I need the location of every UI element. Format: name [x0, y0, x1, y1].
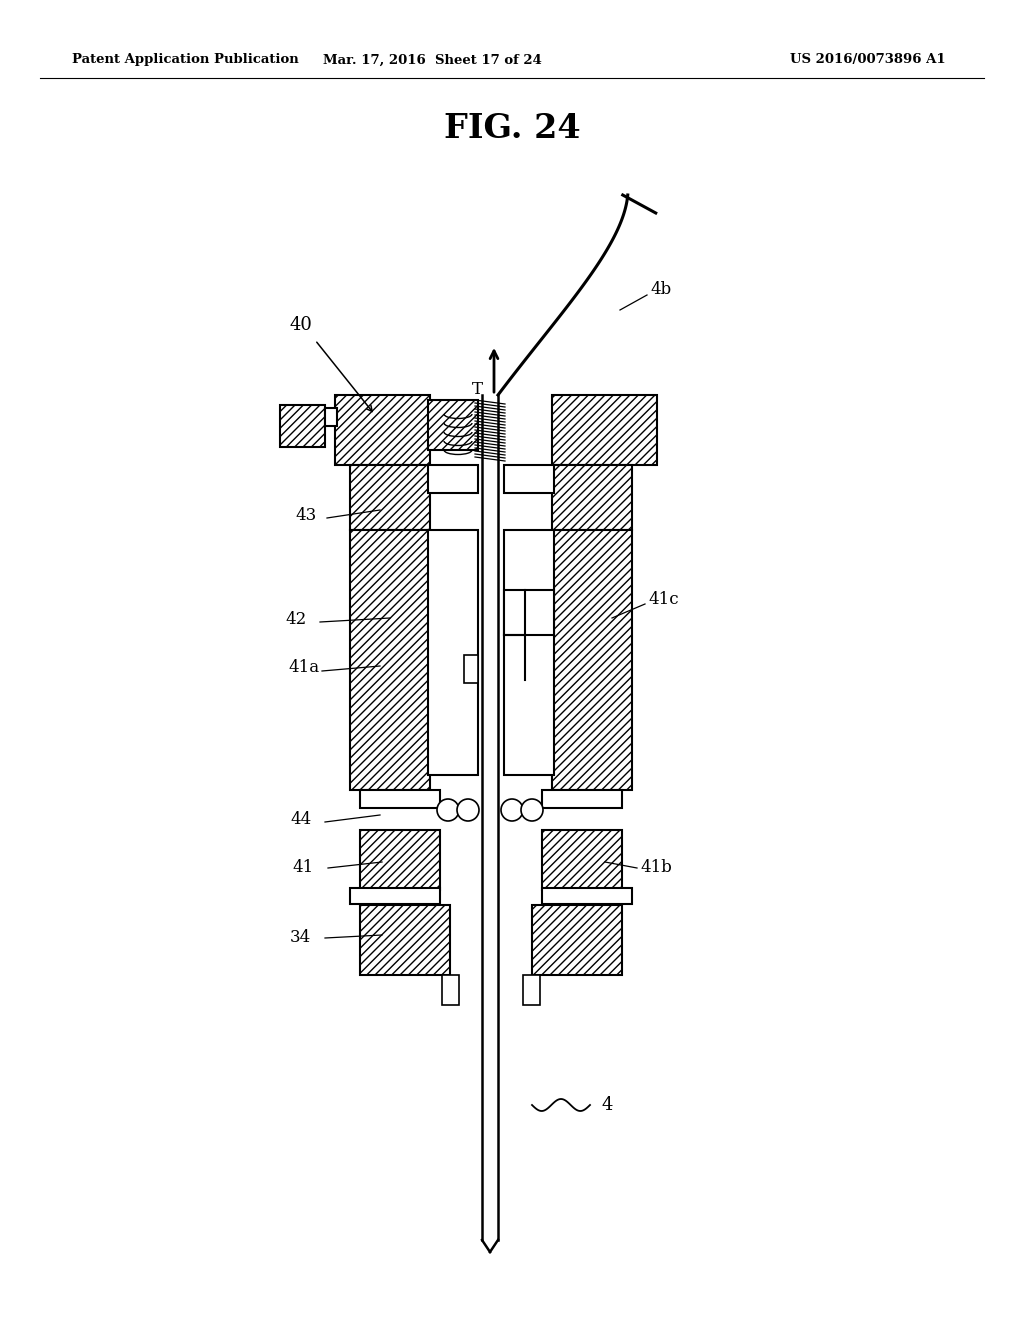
- Text: 43: 43: [295, 507, 316, 524]
- Text: 41b: 41b: [640, 859, 672, 876]
- Bar: [552, 531, 632, 789]
- Text: Mar. 17, 2016  Sheet 17 of 24: Mar. 17, 2016 Sheet 17 of 24: [323, 54, 542, 66]
- Circle shape: [457, 799, 479, 821]
- Text: 41: 41: [292, 859, 313, 876]
- Circle shape: [437, 799, 459, 821]
- Bar: [360, 789, 440, 808]
- Text: 44: 44: [290, 812, 311, 829]
- Text: 34: 34: [290, 929, 311, 946]
- Circle shape: [501, 799, 523, 821]
- Text: 42: 42: [285, 611, 306, 628]
- Bar: [464, 655, 478, 682]
- Bar: [350, 888, 440, 904]
- Text: 4: 4: [602, 1096, 613, 1114]
- Circle shape: [521, 799, 543, 821]
- Bar: [428, 465, 478, 492]
- Bar: [350, 531, 430, 789]
- Bar: [442, 975, 459, 1005]
- Bar: [542, 789, 622, 808]
- Text: US 2016/0073896 A1: US 2016/0073896 A1: [790, 54, 945, 66]
- Bar: [523, 975, 540, 1005]
- Text: FIG. 24: FIG. 24: [443, 111, 581, 144]
- Bar: [542, 888, 632, 904]
- Text: T: T: [472, 381, 483, 399]
- Bar: [504, 465, 554, 492]
- Bar: [335, 395, 430, 465]
- Text: 41a: 41a: [288, 660, 319, 676]
- Text: Patent Application Publication: Patent Application Publication: [72, 54, 299, 66]
- Bar: [325, 408, 337, 426]
- Text: 40: 40: [290, 315, 313, 334]
- Bar: [360, 906, 450, 975]
- Text: 41c: 41c: [648, 591, 679, 609]
- Bar: [350, 465, 430, 531]
- Text: 4b: 4b: [650, 281, 672, 298]
- Bar: [504, 590, 554, 635]
- Bar: [542, 830, 622, 890]
- Bar: [552, 395, 657, 465]
- Bar: [360, 830, 440, 890]
- Bar: [552, 465, 632, 531]
- Bar: [532, 906, 622, 975]
- Bar: [504, 531, 554, 775]
- Bar: [428, 531, 478, 775]
- Bar: [280, 405, 325, 447]
- Bar: [428, 400, 478, 450]
